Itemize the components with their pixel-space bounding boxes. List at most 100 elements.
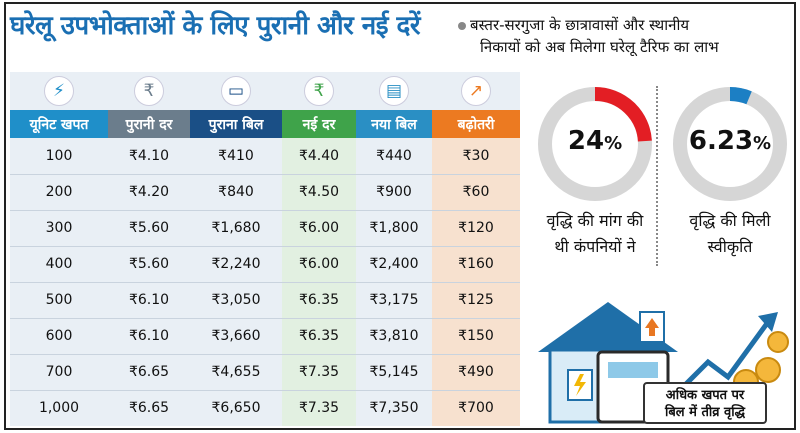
table-cell: ₹5,145 xyxy=(369,364,419,380)
house-meter-illustration xyxy=(538,302,789,424)
page-title: घरेलू उपभोक्ताओं के लिए पुरानी और नई दरे… xyxy=(10,11,420,41)
gauge-caption: वृद्धि की मिली स्वीकृति xyxy=(655,208,800,260)
column-header: पुराना बिल xyxy=(190,110,282,138)
table-cell: ₹6.65 xyxy=(128,400,170,416)
gauge-caption-line-2: थी कंपनियों ने xyxy=(554,237,636,256)
table-cell: ₹1,800 xyxy=(369,220,419,236)
row-divider xyxy=(10,174,520,175)
gauge-caption: वृद्धि की मांग की थी कंपनियों ने xyxy=(520,208,670,260)
illustration-line-1: अधिक खपत पर xyxy=(665,388,745,403)
table-cell: ₹125 xyxy=(458,292,494,308)
gauge-number: 24 xyxy=(567,126,605,156)
gauge-divider xyxy=(656,86,658,266)
table-cell: ₹2,400 xyxy=(369,256,419,272)
table-cell: ₹410 xyxy=(218,148,254,164)
gauge-fill xyxy=(538,87,652,201)
table-cell: 200 xyxy=(45,184,73,200)
table-cell: ₹6.10 xyxy=(128,292,170,308)
table-cell: ₹6.35 xyxy=(298,292,340,308)
table-cell: ₹4.40 xyxy=(298,148,340,164)
table-cell: 100 xyxy=(45,148,73,164)
row-divider xyxy=(10,354,520,355)
table-cell: ₹3,175 xyxy=(369,292,419,308)
table-cell: 400 xyxy=(45,256,73,272)
coin-icon xyxy=(755,357,781,383)
bolt-icon xyxy=(574,374,586,396)
gauge-value: 6.23% xyxy=(670,126,790,156)
lightning-icon: ⚡ xyxy=(44,76,74,106)
gauge-caption-line-2: स्वीकृति xyxy=(707,237,753,256)
table-cell: 700 xyxy=(45,364,73,380)
table-cell: ₹5.60 xyxy=(128,220,170,236)
table-cell: ₹6.35 xyxy=(298,328,340,344)
table-cell: ₹4.20 xyxy=(128,184,170,200)
illustration-line-2: बिल में तीव्र वृद्धि xyxy=(665,405,745,420)
table-cell: ₹120 xyxy=(458,220,494,236)
row-divider xyxy=(10,210,520,211)
table-cell: ₹440 xyxy=(376,148,412,164)
table-cell: ₹160 xyxy=(458,256,494,272)
row-divider xyxy=(10,390,520,391)
row-divider xyxy=(10,246,520,247)
table-cell: 600 xyxy=(45,328,73,344)
table-cell: ₹840 xyxy=(218,184,254,200)
table-cell: ₹4,655 xyxy=(211,364,261,380)
gauge-caption-line-1: वृद्धि की मांग की xyxy=(546,211,644,230)
trend-line xyxy=(676,320,771,394)
column-header: नई दर xyxy=(282,110,356,138)
table-cell: ₹5.60 xyxy=(128,256,170,272)
table-cell: ₹2,240 xyxy=(211,256,261,272)
note-line-1: बस्तर-सरगुजा के छात्रावासों और स्थानीय xyxy=(470,16,690,34)
table-cell: ₹1,680 xyxy=(211,220,261,236)
bullet-icon xyxy=(458,21,466,30)
table-cell: ₹6.00 xyxy=(298,220,340,236)
table-cell: 300 xyxy=(45,220,73,236)
growth-chart-icon: ↗ xyxy=(461,76,491,106)
info-note: बस्तर-सरगुजा के छात्रावासों और स्थानीय न… xyxy=(458,14,788,58)
gauge-unit: % xyxy=(753,133,772,154)
column-header: बढ़ोतरी xyxy=(432,110,520,138)
trend-arrow-head xyxy=(758,312,778,332)
table-cell: ₹7.35 xyxy=(298,364,340,380)
table-cell: ₹7.35 xyxy=(298,400,340,416)
rupee-icon: ₹ xyxy=(134,76,164,106)
table-cell: 500 xyxy=(45,292,73,308)
table-cell: ₹900 xyxy=(376,184,412,200)
table-cell: ₹3,660 xyxy=(211,328,261,344)
meter-display xyxy=(608,362,658,378)
column-header: पुरानी दर xyxy=(108,110,190,138)
up-arrow-icon xyxy=(645,318,659,336)
bill-icon: ▤ xyxy=(379,76,409,106)
coin-icon xyxy=(767,331,789,353)
rupee-icon: ₹ xyxy=(304,76,334,106)
table-cell: ₹6,650 xyxy=(211,400,261,416)
table-cell: ₹6.00 xyxy=(298,256,340,272)
table-cell: ₹4.10 xyxy=(128,148,170,164)
cash-icon: ▭ xyxy=(221,76,251,106)
table-cell: ₹4.50 xyxy=(298,184,340,200)
table-cell: ₹490 xyxy=(458,364,494,380)
column-header: यूनिट खपत xyxy=(10,110,108,138)
table-cell: 1,000 xyxy=(38,400,80,416)
table-cell: ₹30 xyxy=(462,148,490,164)
table-cell: ₹6.65 xyxy=(128,364,170,380)
gauge-unit: % xyxy=(604,133,623,154)
row-divider xyxy=(10,318,520,319)
illustration-caption: अधिक खपत पर बिल में तीव्र वृद्धि xyxy=(643,382,767,424)
gauge-ring xyxy=(538,87,652,201)
gauge-value: 24% xyxy=(535,126,655,156)
note-line-2: निकायों को अब मिलेगा घरेलू टैरिफ का लाभ xyxy=(480,38,719,56)
gauge-fill xyxy=(673,87,787,201)
table-cell: ₹150 xyxy=(458,328,494,344)
table-cell: ₹3,050 xyxy=(211,292,261,308)
table-cell: ₹6.10 xyxy=(128,328,170,344)
gauge-number: 6.23 xyxy=(688,126,754,156)
table-cell: ₹7,350 xyxy=(369,400,419,416)
table-cell: ₹3,810 xyxy=(369,328,419,344)
gauge-ring xyxy=(673,87,787,201)
table-cell: ₹700 xyxy=(458,400,494,416)
table-cell: ₹60 xyxy=(462,184,490,200)
gauge-caption-line-1: वृद्धि की मिली xyxy=(689,211,771,230)
column-header: नया बिल xyxy=(356,110,432,138)
row-divider xyxy=(10,282,520,283)
